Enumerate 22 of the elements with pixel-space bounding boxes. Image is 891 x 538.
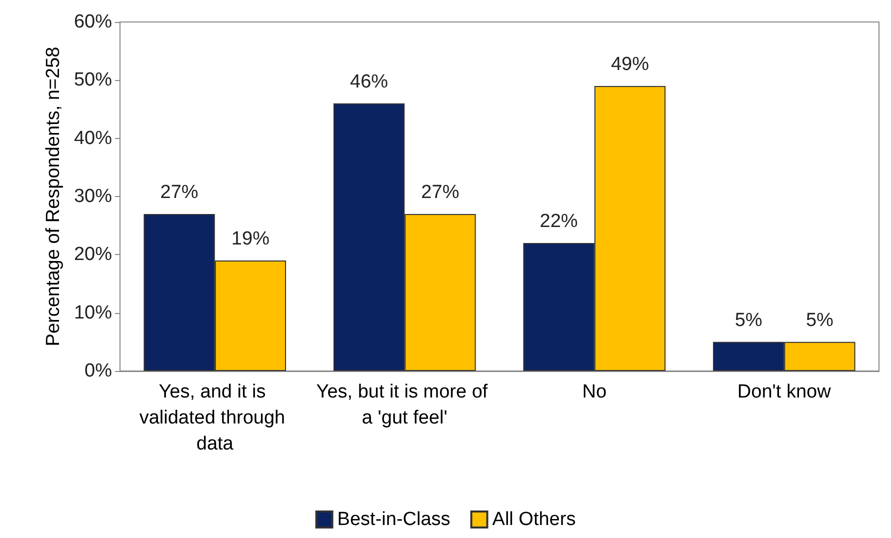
data-label: 27% (421, 182, 460, 203)
y-tick-label: 10% (74, 302, 112, 324)
data-label: 22% (540, 211, 578, 232)
y-axis-title: Percentage of Respondents, n=258 (43, 46, 64, 346)
data-label: 5% (734, 310, 762, 331)
data-label: 5% (806, 310, 834, 331)
legend-label: All Others (492, 509, 576, 530)
y-tick-label: 50% (74, 70, 112, 91)
x-tick-label: Yes, but it is more of a 'gut feel' (316, 382, 493, 428)
data-label: 19% (231, 228, 270, 250)
y-tick-label: 40% (74, 128, 112, 149)
x-tick-label: Yes, and it is validated through data (139, 382, 290, 454)
legend-label: Best-in-Class (337, 509, 450, 530)
y-tick-label: 20% (74, 244, 112, 266)
data-label: 27% (160, 182, 198, 203)
y-tick-label: 0% (84, 360, 112, 382)
data-label: 49% (610, 54, 650, 75)
y-tick-label: 60% (74, 12, 112, 32)
x-tick-label: Don't know (737, 382, 832, 402)
x-tick-label: No (582, 382, 607, 402)
y-tick-label: 30% (74, 186, 112, 207)
data-label: 46% (350, 71, 388, 92)
